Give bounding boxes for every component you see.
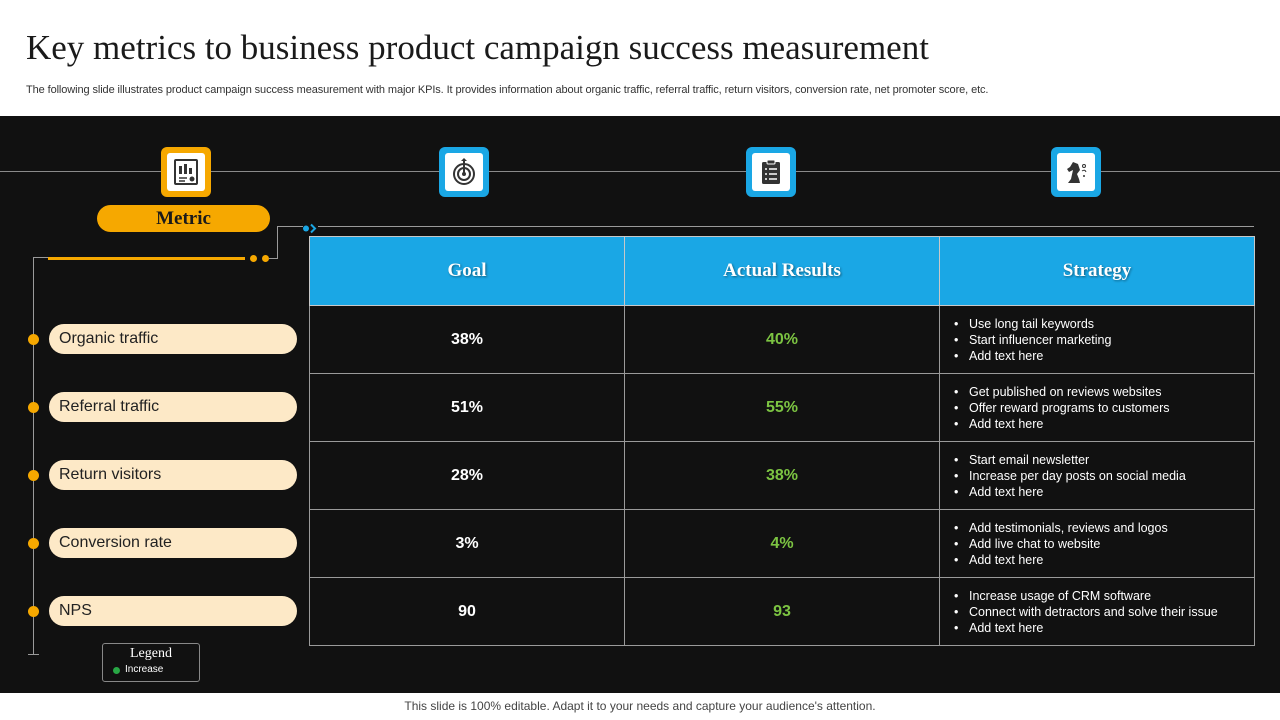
report-chart-icon [161, 147, 211, 197]
metric-dot [28, 470, 39, 481]
icon-timeline-line [0, 171, 1280, 172]
page-subtitle: The following slide illustrates product … [26, 84, 989, 96]
metric-underline-bar [48, 257, 245, 260]
strategy-cell: Start email newsletter Increase per day … [939, 441, 1255, 510]
actual-cell: 55% [624, 373, 940, 442]
chevron-right-icon [302, 221, 318, 234]
clipboard-checklist-icon [746, 147, 796, 197]
goal-cell: 28% [309, 441, 625, 510]
legend-title: Legend [130, 646, 172, 661]
connector-line [33, 257, 48, 258]
strategy-item: Add text here [954, 552, 1254, 568]
strategy-cell: Add testimonials, reviews and logos Add … [939, 509, 1255, 578]
strategy-cell: Get published on reviews websites Offer … [939, 373, 1255, 442]
strategy-item: Add text here [954, 484, 1254, 500]
kpi-table: Goal Actual Results Strategy 38% 40% Use… [309, 236, 1255, 646]
strategy-item: Use long tail keywords [954, 316, 1254, 332]
chess-knight-strategy-icon [1051, 147, 1101, 197]
legend: Legend Increase [102, 643, 200, 682]
table-header-row: Goal Actual Results Strategy [309, 236, 1255, 306]
metric-nps: NPS [49, 596, 297, 626]
strategy-item: Connect with detractors and solve their … [954, 604, 1254, 620]
connector-line [28, 654, 39, 655]
table-row: 51% 55% Get published on reviews website… [309, 373, 1255, 442]
table-row: 38% 40% Use long tail keywords Start inf… [309, 305, 1255, 374]
strategy-item: Increase usage of CRM software [954, 588, 1254, 604]
actual-cell: 93 [624, 577, 940, 646]
strategy-item: Start influencer marketing [954, 332, 1254, 348]
connector-line [277, 226, 303, 227]
metric-dot [28, 334, 39, 345]
goal-cell: 51% [309, 373, 625, 442]
table-row: 90 93 Increase usage of CRM software Con… [309, 577, 1255, 646]
header-actual-results: Actual Results [624, 236, 940, 306]
metric-return-visitors: Return visitors [49, 460, 297, 490]
table-row: 28% 38% Start email newsletter Increase … [309, 441, 1255, 510]
goal-cell: 38% [309, 305, 625, 374]
strategy-cell: Use long tail keywords Start influencer … [939, 305, 1255, 374]
metric-dot [28, 402, 39, 413]
metric-dot [28, 606, 39, 617]
actual-cell: 4% [624, 509, 940, 578]
strategy-item: Add text here [954, 416, 1254, 432]
goal-cell: 3% [309, 509, 625, 578]
table-row: 3% 4% Add testimonials, reviews and logo… [309, 509, 1255, 578]
slide-header: Key metrics to business product campaign… [0, 0, 1280, 116]
strategy-item: Get published on reviews websites [954, 384, 1254, 400]
legend-increase-dot [113, 667, 120, 674]
header-strategy: Strategy [939, 236, 1255, 306]
goal-cell: 90 [309, 577, 625, 646]
header-goal: Goal [309, 236, 625, 306]
slide-footer: This slide is 100% editable. Adapt it to… [0, 693, 1280, 720]
metrics-vertical-line [33, 258, 34, 654]
strategy-item: Add text here [954, 620, 1254, 636]
metric-organic-traffic: Organic traffic [49, 324, 297, 354]
metric-dot [28, 538, 39, 549]
connector-dot [262, 255, 269, 262]
metric-header-pill: Metric [97, 205, 270, 232]
actual-cell: 40% [624, 305, 940, 374]
connector-dot [250, 255, 257, 262]
strategy-cell: Increase usage of CRM software Connect w… [939, 577, 1255, 646]
metric-conversion-rate: Conversion rate [49, 528, 297, 558]
connector-line [277, 226, 278, 259]
target-dart-icon [439, 147, 489, 197]
strategy-item: Add text here [954, 348, 1254, 364]
table-top-line [318, 226, 1254, 227]
content-panel: Metric Organic traffic Referral traffic … [0, 116, 1280, 693]
strategy-item: Add testimonials, reviews and logos [954, 520, 1254, 536]
strategy-item: Offer reward programs to customers [954, 400, 1254, 416]
actual-cell: 38% [624, 441, 940, 510]
legend-increase-label: Increase [125, 664, 164, 675]
strategy-item: Start email newsletter [954, 452, 1254, 468]
strategy-item: Add live chat to website [954, 536, 1254, 552]
metric-referral-traffic: Referral traffic [49, 392, 297, 422]
connector-line [269, 258, 277, 259]
page-title: Key metrics to business product campaign… [26, 28, 929, 67]
strategy-item: Increase per day posts on social media [954, 468, 1254, 484]
